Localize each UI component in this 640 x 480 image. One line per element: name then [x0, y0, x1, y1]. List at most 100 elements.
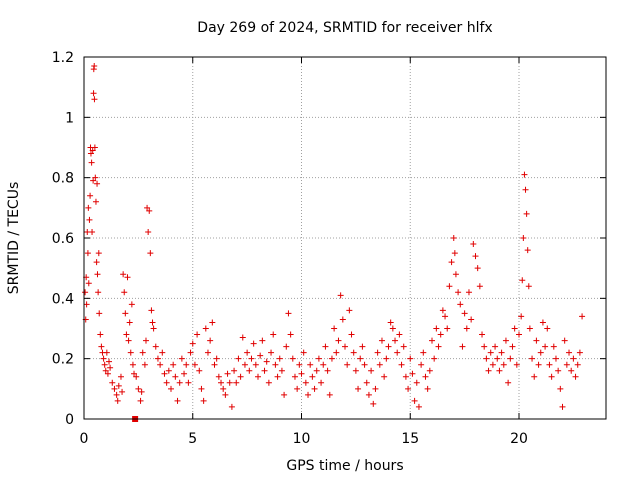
data-point [159, 349, 166, 356]
data-point [259, 337, 266, 344]
data-point [344, 361, 351, 368]
data-point [163, 379, 170, 386]
data-point [181, 370, 188, 377]
data-point [546, 361, 553, 368]
data-point [220, 385, 227, 392]
x-tick-label: 15 [401, 431, 419, 447]
data-point [574, 361, 581, 368]
data-point [97, 331, 104, 338]
data-point [548, 373, 555, 380]
data-point [237, 373, 244, 380]
data-point [579, 313, 586, 320]
data-point [525, 283, 532, 290]
data-point [85, 280, 92, 287]
data-point [422, 373, 429, 380]
data-point [172, 373, 179, 380]
data-point [91, 63, 98, 70]
y-tick-label: 1.2 [52, 50, 74, 66]
data-point [446, 283, 453, 290]
data-point [233, 379, 240, 386]
data-point [346, 307, 353, 314]
data-point [455, 289, 462, 296]
data-point [103, 349, 110, 356]
data-point [470, 241, 477, 248]
data-point [476, 283, 483, 290]
data-point [481, 343, 488, 350]
data-point [285, 310, 292, 317]
data-point [524, 247, 531, 254]
data-point [531, 373, 538, 380]
data-point [278, 367, 285, 374]
data-point [252, 361, 259, 368]
data-point [296, 361, 303, 368]
data-points [82, 63, 586, 422]
data-point [463, 325, 470, 332]
data-point [420, 349, 427, 356]
data-point [109, 379, 116, 386]
data-point [387, 319, 394, 326]
data-point [566, 349, 573, 356]
data-point [152, 343, 159, 350]
data-point [294, 385, 301, 392]
data-point [409, 370, 416, 377]
data-point [291, 373, 298, 380]
data-point [474, 265, 481, 272]
data-point [418, 361, 425, 368]
data-point [215, 373, 222, 380]
data-point [87, 150, 94, 157]
x-tick-label: 5 [188, 431, 197, 447]
data-point [146, 207, 153, 214]
data-point [90, 90, 97, 97]
data-point [126, 319, 133, 326]
data-point [407, 355, 414, 362]
data-point [539, 319, 546, 326]
data-point [241, 361, 248, 368]
data-point [374, 349, 381, 356]
data-point [287, 331, 294, 338]
data-point [111, 385, 118, 392]
data-point [529, 355, 536, 362]
data-point [309, 373, 316, 380]
data-point [518, 313, 525, 320]
data-point [492, 343, 499, 350]
data-point [207, 337, 214, 344]
data-point [198, 385, 205, 392]
data-point [135, 385, 142, 392]
data-point [85, 204, 92, 211]
data-point [100, 355, 107, 362]
data-point [465, 289, 472, 296]
data-point [328, 355, 335, 362]
data-point [261, 367, 268, 374]
data-point [87, 192, 94, 199]
data-point [435, 343, 442, 350]
data-point [355, 385, 362, 392]
data-point [405, 385, 412, 392]
data-point [563, 361, 570, 368]
data-point [98, 343, 105, 350]
data-point [385, 343, 392, 350]
data-point [147, 250, 154, 257]
y-tick-label: 0.4 [52, 291, 74, 307]
data-point [522, 186, 529, 193]
data-point [498, 349, 505, 356]
data-point [439, 307, 446, 314]
data-point [523, 210, 530, 217]
data-point [121, 289, 128, 296]
data-point [544, 325, 551, 332]
data-point [89, 228, 96, 235]
data-point [83, 301, 90, 308]
data-point [133, 373, 140, 380]
data-point [129, 361, 136, 368]
data-point [520, 235, 527, 241]
y-tick-label: 0 [65, 412, 74, 428]
data-point [348, 331, 355, 338]
data-point [370, 400, 377, 407]
data-point [82, 289, 89, 296]
data-point [479, 331, 486, 338]
data-point [413, 379, 420, 386]
data-point [185, 379, 192, 386]
data-point [552, 355, 559, 362]
data-point [89, 147, 96, 154]
data-point [537, 349, 544, 356]
data-point [94, 271, 101, 278]
